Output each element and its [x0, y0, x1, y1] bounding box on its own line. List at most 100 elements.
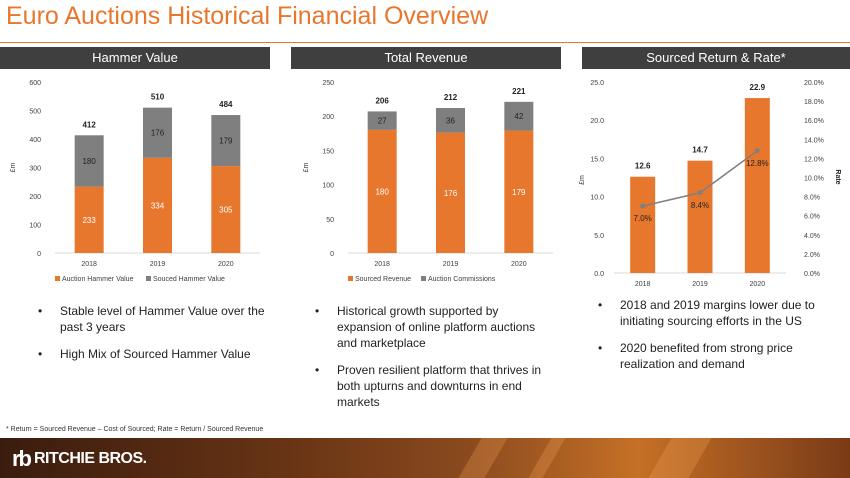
bar-segment-secondary	[504, 101, 534, 131]
bar-value-label: 12.6	[635, 162, 651, 171]
bullet-dot: •	[38, 304, 43, 318]
y2-tick-label: 10.0%	[804, 176, 824, 183]
legend-label: Souced Hammer Value	[153, 276, 225, 283]
total-value-label: 510	[151, 93, 165, 102]
y-tick-label: 600	[29, 80, 41, 87]
segment-value-label: 176	[444, 189, 458, 198]
y-tick-label: 15.0	[590, 156, 604, 163]
bar-value-label: 22.9	[750, 83, 766, 92]
total-value-label: 484	[219, 100, 233, 109]
sourced-return-bullets: • 2018 and 2019 margins lower due to init…	[598, 297, 843, 383]
x-tick-label: 2019	[443, 261, 459, 268]
segment-value-label: 176	[151, 129, 165, 138]
y-tick-label: 100	[322, 183, 334, 190]
y2-axis-label: Rate	[834, 169, 841, 184]
bar-segment-primary	[367, 129, 397, 253]
bullet-item: • Stable level of Hammer Value over the p…	[38, 303, 268, 335]
return-bar	[630, 176, 656, 273]
y2-tick-label: 12.0%	[804, 156, 824, 163]
x-tick-label: 2018	[81, 261, 97, 268]
legend-label: Sourced Revenue	[355, 276, 411, 283]
bullet-dot: •	[598, 341, 603, 355]
segment-value-label: 36	[446, 116, 455, 125]
ritchie-bros-logo: rb RITCHIE BROS.	[12, 446, 147, 472]
y2-tick-label: 0.0%	[804, 271, 820, 278]
chart-svg: 0.0 5.0 10.0 15.0 20.0 25.0 0.0% 2.0% 4.0% 6.0% 8.…	[579, 80, 841, 288]
y2-tick-label: 8.0%	[804, 195, 820, 202]
logo-mark: rb	[12, 446, 32, 471]
x-tick-label: 2020	[218, 261, 234, 268]
legend-label: Auction Commissions	[428, 276, 496, 283]
bullet-text: 2018 and 2019 margins lower due to initi…	[620, 298, 815, 328]
rate-marker	[640, 203, 646, 209]
y-tick-label: 250	[322, 80, 334, 87]
segment-value-label: 179	[219, 137, 233, 146]
segment-value-label: 179	[512, 188, 526, 197]
bullet-item: • 2020 benefited from strong price realiz…	[598, 340, 843, 372]
sourced-return-header: Sourced Return & Rate*	[582, 47, 850, 69]
bar-segment-secondary	[367, 111, 397, 130]
bar-segment-primary	[74, 186, 104, 253]
bullet-text: High Mix of Sourced Hammer Value	[60, 347, 251, 361]
total-value-label: 212	[444, 93, 458, 102]
logo-text: RITCHIE BROS.	[34, 450, 147, 467]
bar-segment-secondary	[143, 107, 172, 158]
y2-tick-label: 2.0%	[804, 252, 820, 259]
hammer-value-bullets: • Stable level of Hammer Value over the p…	[38, 303, 268, 373]
bar-segment-primary	[504, 130, 534, 253]
title-divider	[0, 42, 850, 43]
y-tick-label: 300	[29, 166, 41, 173]
bullet-text: 2020 benefited from strong price realiza…	[620, 341, 793, 371]
bar-segment-primary	[436, 132, 465, 253]
rate-value-label: 8.4%	[691, 201, 709, 210]
x-tick-label: 2018	[635, 281, 651, 288]
segment-value-label: 42	[514, 112, 523, 121]
legend-label: Auction Hammer Value	[62, 276, 134, 283]
footer-stripe	[648, 438, 712, 478]
rate-value-label: 7.0%	[634, 214, 652, 223]
y-tick-label: 400	[29, 137, 41, 144]
y-tick-label: 25.0	[590, 80, 604, 87]
hammer-value-chart: 0 100 200 300 400 500 600 £m 233 180 412 2018 334 176…	[5, 70, 273, 295]
legend-swatch	[421, 276, 426, 281]
chart-svg: 0 50 100 150 200 250 £m 180 27 206 2018 176 36 212 201…	[303, 80, 553, 283]
x-tick-label: 2019	[150, 261, 166, 268]
bullet-dot: •	[598, 298, 603, 312]
bullet-text: Stable level of Hammer Value over the pa…	[60, 304, 265, 334]
bullet-text: Historical growth supported by expansion…	[337, 304, 536, 350]
y-tick-label: 0	[37, 251, 41, 258]
y2-tick-label: 18.0%	[804, 99, 824, 106]
total-value-label: 221	[512, 87, 526, 96]
hammer-value-header: Hammer Value	[0, 47, 270, 69]
legend-swatch	[55, 276, 60, 281]
total-revenue-chart: 0 50 100 150 200 250 £m 180 27 206 2018 176 36 212 201…	[298, 70, 566, 295]
bullet-item: • High Mix of Sourced Hammer Value	[38, 346, 268, 362]
total-value-label: 412	[82, 120, 96, 129]
bullet-text: Proven resilient platform that thrives i…	[337, 363, 542, 409]
y-tick-label: 50	[326, 217, 334, 224]
y-tick-label: 200	[29, 194, 41, 201]
legend-swatch	[146, 276, 151, 281]
y-axis-label: £m	[303, 162, 310, 172]
y2-tick-label: 16.0%	[804, 118, 824, 125]
y-axis-label: £m	[10, 162, 17, 172]
y-tick-label: 150	[322, 148, 334, 155]
y-tick-label: 20.0	[590, 118, 604, 125]
segment-value-label: 233	[82, 216, 96, 225]
legend-swatch	[348, 276, 353, 281]
bar-segment-primary	[211, 166, 241, 253]
page-title: Euro Auctions Historical Financial Overv…	[6, 2, 489, 30]
y-tick-label: 200	[322, 114, 334, 121]
rate-value-label: 12.8%	[746, 159, 769, 168]
y2-tick-label: 4.0%	[804, 233, 820, 240]
bullet-item: • Proven resilient platform that thrives …	[315, 362, 555, 410]
bar-segment-primary	[143, 157, 172, 253]
x-tick-label: 2019	[692, 281, 708, 288]
footer-stripe	[528, 438, 566, 478]
bar-segment-secondary	[211, 115, 241, 167]
x-tick-label: 2020	[511, 261, 527, 268]
bullet-dot: •	[315, 363, 320, 377]
bar-segment-secondary	[74, 135, 104, 187]
chart-svg: 0 100 200 300 400 500 600 £m 233 180 412 2018 334 176…	[10, 80, 260, 283]
y-tick-label: 0	[330, 251, 334, 258]
